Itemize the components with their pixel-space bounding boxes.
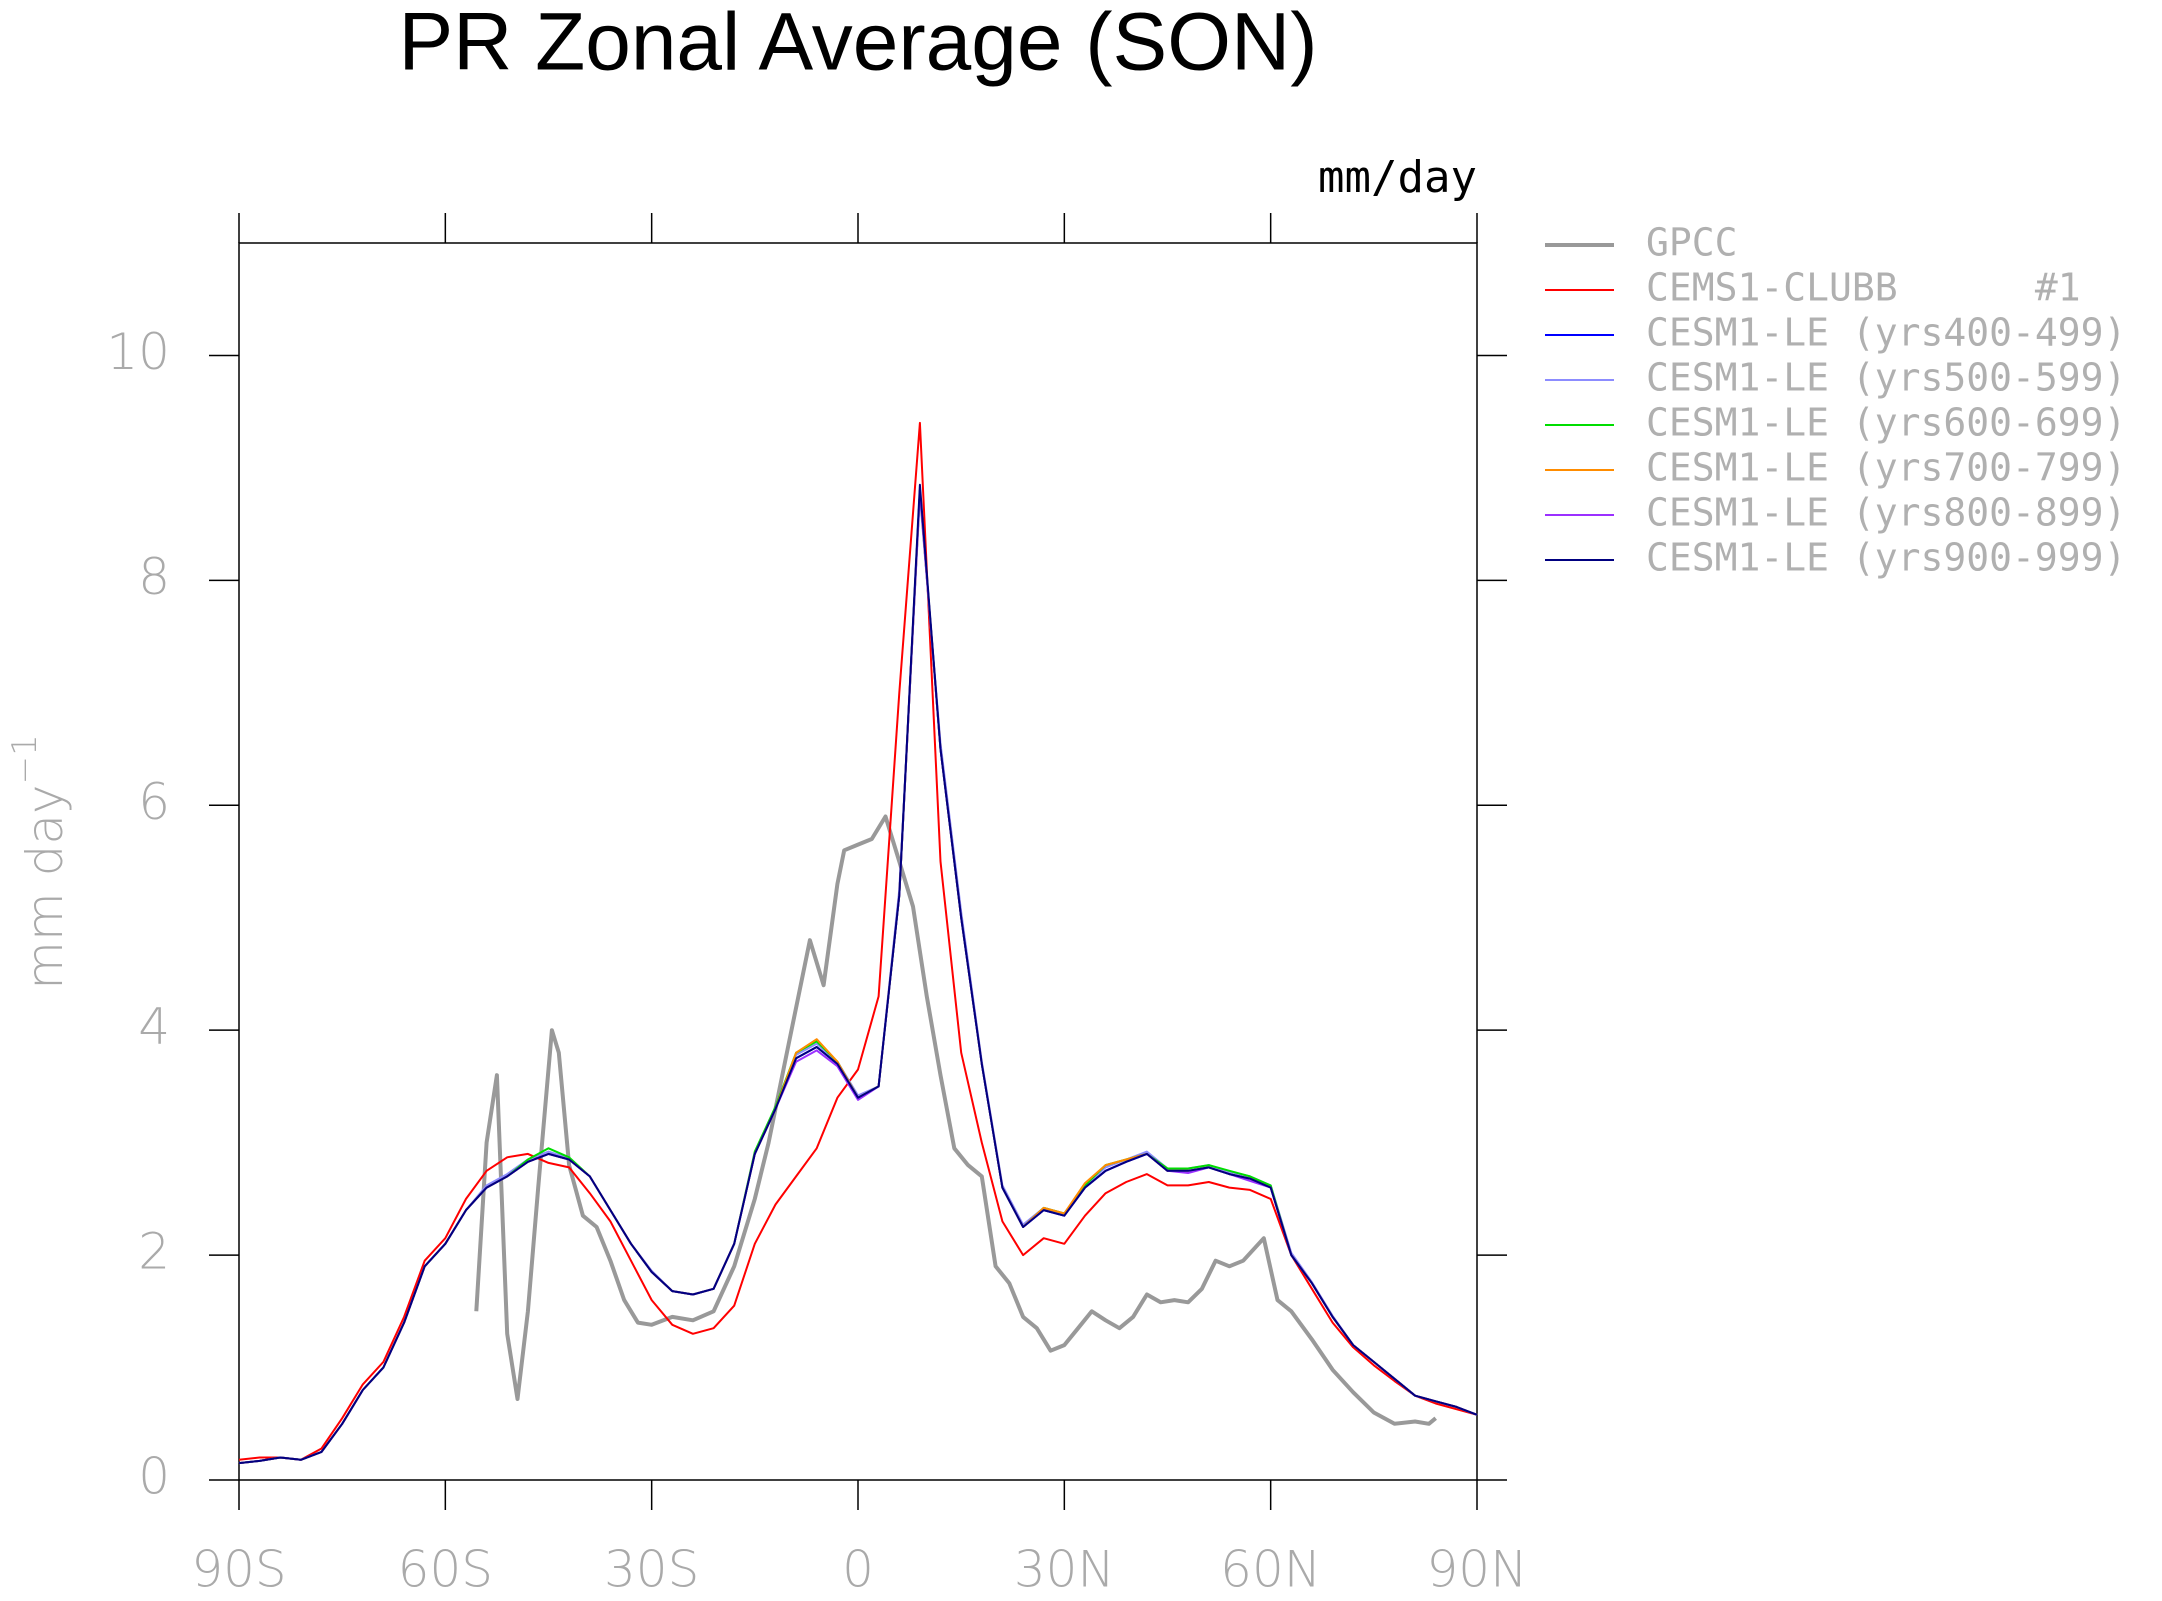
legend-label: CESM1-LE (yrs700-799): [1646, 446, 2126, 490]
legend-label: CEMS1-CLUBB #1: [1646, 266, 2081, 310]
y-tick-label: 8: [138, 548, 170, 606]
y-axis-label-text: mm day: [16, 784, 74, 989]
legend-label: GPCC: [1646, 221, 1738, 265]
y-tick-label: 0: [138, 1448, 170, 1506]
x-tick-label: 90S: [191, 1541, 286, 1599]
series-line: [238, 489, 1478, 1465]
x-tick-label: 90N: [1426, 1541, 1527, 1599]
y-tick-label: 6: [138, 773, 170, 831]
plot-frame: [238, 242, 1478, 1481]
x-tick-label: 0: [842, 1541, 874, 1599]
y-axis-label: mm day−1: [5, 734, 74, 989]
x-tick-label: 60S: [398, 1541, 493, 1599]
chart-title: PR Zonal Average (SON): [398, 0, 1317, 88]
series-line: [238, 489, 1478, 1465]
series-line: [238, 489, 1478, 1465]
y-tick-label: 10: [106, 323, 170, 381]
x-tick-label: 30N: [1014, 1541, 1115, 1599]
y-tick-label: 4: [138, 998, 170, 1056]
y-axis-label-superscript: −1: [5, 734, 45, 784]
y-tick-label: 2: [138, 1223, 170, 1281]
legend-label: CESM1-LE (yrs500-599): [1646, 356, 2126, 400]
series-line: [238, 489, 1478, 1465]
legend-label: CESM1-LE (yrs800-899): [1646, 491, 2126, 535]
x-tick-label: 30S: [604, 1541, 699, 1599]
legend-label: CESM1-LE (yrs600-699): [1646, 401, 2126, 445]
x-tick-label: 60N: [1220, 1541, 1321, 1599]
series-line: [238, 421, 1478, 1461]
series-line: [238, 483, 1478, 1465]
legend-label: CESM1-LE (yrs900-999): [1646, 536, 2126, 580]
series-line: [238, 495, 1478, 1465]
legend-label: CESM1-LE (yrs400-499): [1646, 311, 2126, 355]
units-label: mm/day: [1318, 152, 1477, 203]
series-line: [474, 814, 1437, 1426]
